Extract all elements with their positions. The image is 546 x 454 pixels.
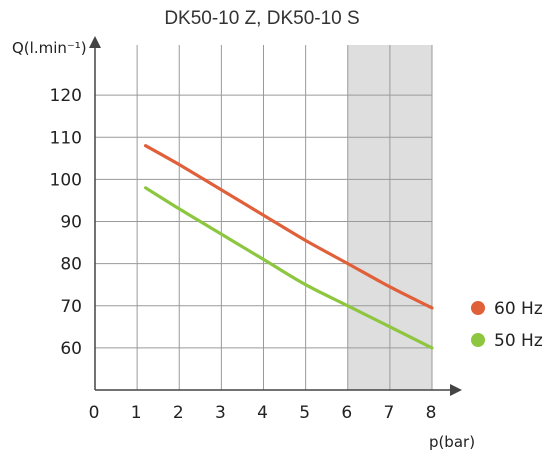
legend-marker	[471, 333, 485, 347]
x-tick-label: 3	[215, 403, 226, 423]
x-tick-label: 0	[89, 403, 100, 423]
axis-layer: DK50-10 Z, DK50-10 S Q(l.min⁻¹) p(bar)	[12, 8, 475, 451]
y-tick-label: 120	[50, 86, 82, 106]
grid-layer	[95, 45, 433, 390]
y-axis-arrow	[89, 36, 101, 48]
legend: 60 Hz 50 Hz	[471, 299, 543, 351]
x-axis-arrow	[450, 384, 462, 396]
legend-label: 50 Hz	[494, 331, 543, 351]
x-tick-label: 4	[257, 403, 268, 423]
chart-title: DK50-10 Z, DK50-10 S	[164, 8, 359, 29]
legend-label: 60 Hz	[494, 299, 543, 319]
y-tick-label: 70	[60, 297, 82, 317]
legend-marker	[471, 301, 485, 315]
series-line-60-hz	[144, 144, 434, 310]
x-tick-label: 8	[426, 403, 437, 423]
y-tick-label: 60	[60, 339, 82, 359]
y-tick-label: 80	[60, 255, 82, 275]
y-tick-label: 100	[50, 170, 82, 190]
x-tick-label: 2	[173, 403, 184, 423]
tick-label-layer: 0 1 2 3 4 5 6 7 8 60 70 80 90 100 110 120	[50, 86, 437, 423]
series-line-50-hz	[144, 186, 434, 350]
x-tick-label: 1	[131, 403, 142, 423]
series-layer	[144, 144, 434, 350]
x-tick-label: 6	[341, 403, 352, 423]
y-tick-label: 110	[50, 128, 82, 148]
y-axis-label: Q(l.min⁻¹)	[12, 39, 87, 57]
x-axis-label: p(bar)	[429, 433, 475, 451]
x-tick-label: 7	[383, 403, 394, 423]
y-tick-label: 90	[60, 213, 82, 233]
x-tick-label: 5	[299, 403, 310, 423]
